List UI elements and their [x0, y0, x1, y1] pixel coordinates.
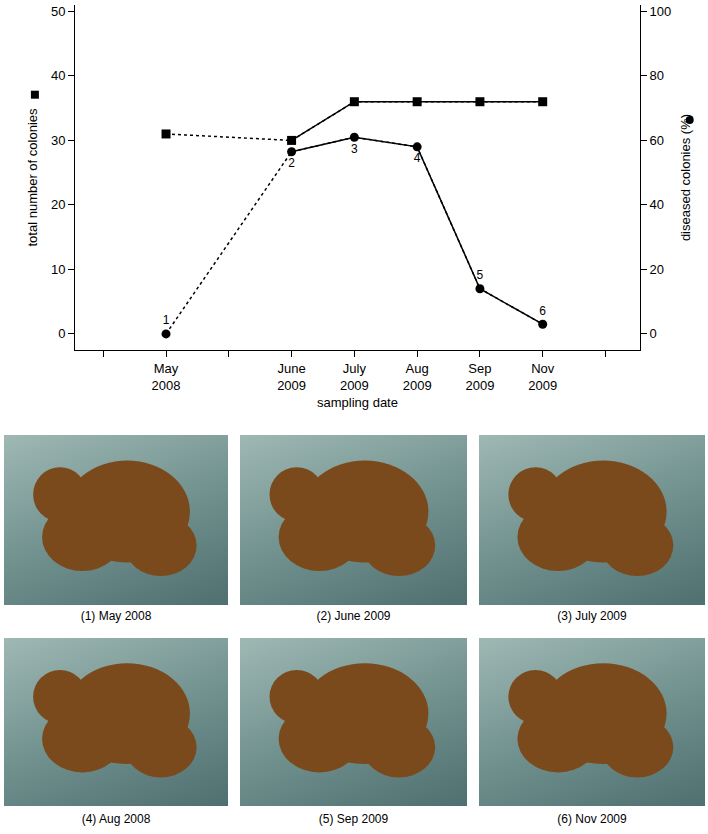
- svg-text:Sep2009: Sep2009: [465, 361, 494, 393]
- svg-text:80: 80: [650, 68, 664, 83]
- svg-text:May2008: May2008: [152, 361, 181, 393]
- svg-text:total number of colonies: total number of colonies: [25, 108, 40, 247]
- svg-text:40: 40: [650, 197, 664, 212]
- svg-text:1: 1: [163, 313, 170, 327]
- svg-text:6: 6: [539, 304, 546, 318]
- html-text:(1) May 2008: (1) May 2008: [80, 609, 152, 623]
- html-text:(4) Aug 2008: (4) Aug 2008: [81, 812, 151, 826]
- html-text:(5) Sep 2009: (5) Sep 2009: [318, 812, 389, 826]
- svg-text:50: 50: [51, 4, 65, 19]
- svg-text:20: 20: [650, 262, 664, 277]
- html-text:(2) June 2009: (2) June 2009: [316, 609, 391, 623]
- svg-text:Aug2009: Aug2009: [403, 361, 432, 393]
- svg-text:20: 20: [51, 197, 65, 212]
- svg-text:60: 60: [650, 133, 664, 148]
- svg-text:diseased colonies (%): diseased colonies (%): [678, 114, 693, 241]
- svg-text:2: 2: [288, 156, 295, 170]
- svg-text:0: 0: [58, 326, 65, 341]
- svg-text:10: 10: [51, 262, 65, 277]
- svg-text:3: 3: [351, 142, 358, 156]
- html-text:(3) July 2009: (3) July 2009: [557, 609, 627, 623]
- svg-text:40: 40: [51, 68, 65, 83]
- svg-text:July2009: July2009: [340, 361, 369, 393]
- svg-text:Nov2009: Nov2009: [528, 361, 557, 393]
- svg-text:June2009: June2009: [277, 361, 306, 393]
- svg-text:100: 100: [650, 4, 672, 19]
- svg-text:0: 0: [650, 326, 657, 341]
- svg-text:sampling date: sampling date: [317, 395, 398, 410]
- svg-text:30: 30: [51, 133, 65, 148]
- svg-text:5: 5: [477, 268, 484, 282]
- html-text:(6) Nov 2009: (6) Nov 2009: [557, 812, 627, 826]
- svg-text:4: 4: [414, 151, 421, 165]
